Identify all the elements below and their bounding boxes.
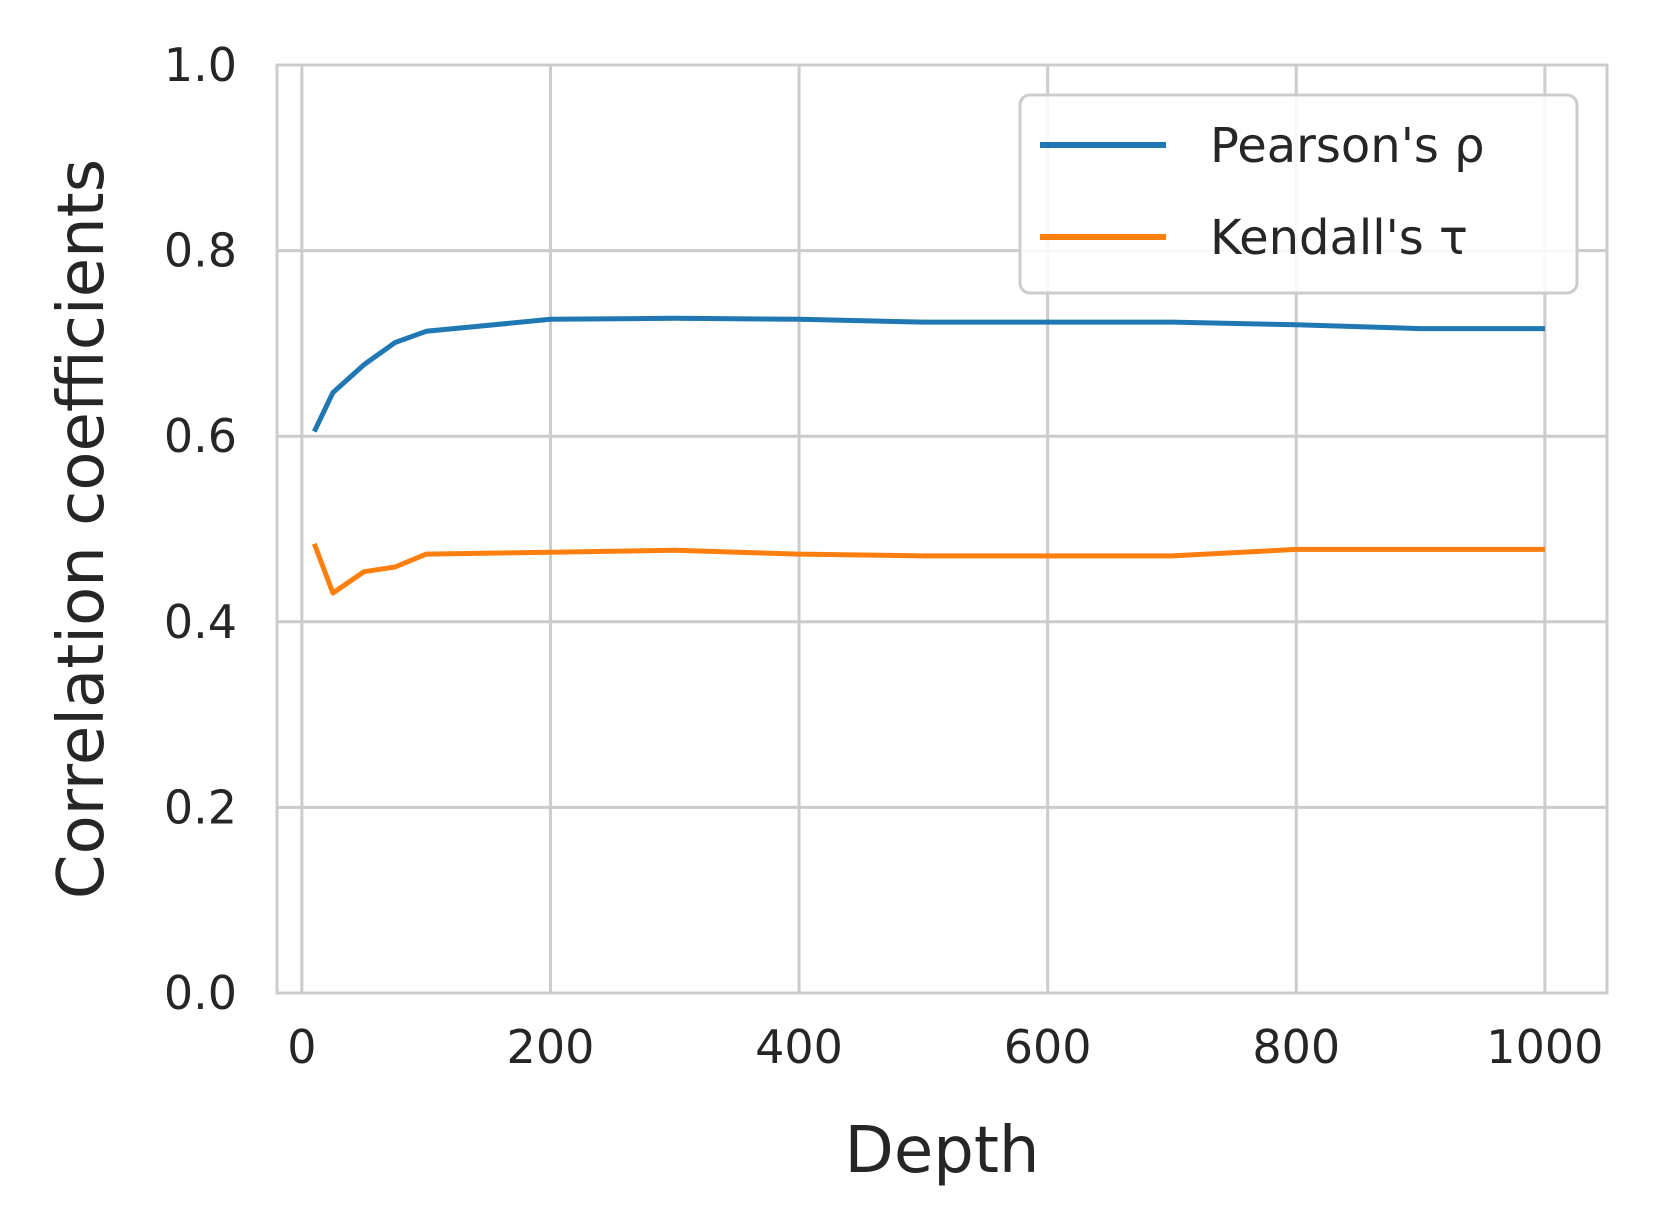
- y-tick-label: 0.4: [164, 595, 237, 649]
- plot-frame: [275, 63, 1609, 995]
- series-line-pearson: [312, 315, 1545, 433]
- x-tick-label: 800: [1252, 1020, 1340, 1074]
- y-tick-label: 1.0: [164, 38, 237, 92]
- x-tick-label: 400: [755, 1020, 843, 1074]
- y-tick-label: 0.6: [164, 409, 237, 463]
- series-line-kendall: [311, 542, 1545, 596]
- x-tick-label: 600: [1004, 1020, 1092, 1074]
- x-tick-label: 200: [507, 1020, 595, 1074]
- legend: Pearson's ρ Kendall's τ: [1018, 93, 1579, 295]
- y-tick-label: 0.8: [164, 224, 237, 278]
- y-tick-label: 0.2: [164, 780, 237, 834]
- legend-label-pearson: Pearson's ρ: [1210, 118, 1485, 174]
- x-axis-label: Depth: [845, 1114, 1040, 1188]
- tick-labels: 0 200 400 600 800 1000 0.0 0.2 0.4 0.6 0.8 1.0: [164, 38, 1604, 1074]
- x-tick-label: 0: [287, 1020, 316, 1074]
- series-group: [311, 315, 1545, 596]
- y-tick-label: 0.0: [164, 966, 237, 1020]
- y-axis-label: Correlation coefficients: [45, 159, 119, 899]
- legend-label-kendall: Kendall's τ: [1210, 210, 1468, 266]
- x-tick-label: 1000: [1486, 1020, 1603, 1074]
